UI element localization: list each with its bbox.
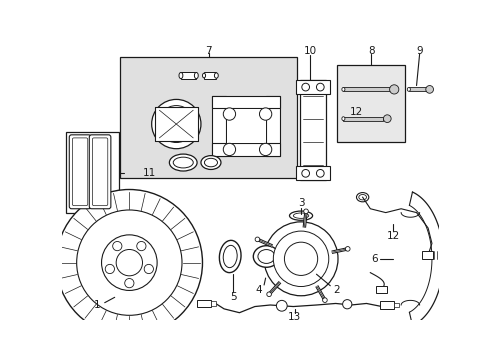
Circle shape	[316, 83, 324, 91]
Circle shape	[303, 209, 308, 213]
Bar	[266, 95, 280, 156]
Bar	[203, 72, 216, 78]
Bar	[408, 87, 425, 91]
Bar	[343, 87, 389, 91]
Ellipse shape	[341, 117, 344, 121]
Bar	[212, 95, 280, 108]
Bar	[181, 72, 196, 78]
Ellipse shape	[173, 157, 193, 168]
Bar	[212, 95, 226, 156]
Text: 4: 4	[255, 285, 262, 294]
Text: 8: 8	[367, 46, 374, 56]
Circle shape	[56, 189, 202, 336]
Circle shape	[383, 115, 390, 122]
Text: 6: 6	[370, 254, 377, 264]
Text: 3: 3	[297, 198, 304, 208]
Ellipse shape	[293, 213, 308, 219]
FancyBboxPatch shape	[89, 135, 111, 209]
Circle shape	[322, 298, 326, 302]
Circle shape	[284, 242, 317, 275]
Circle shape	[316, 170, 324, 177]
Circle shape	[301, 170, 309, 177]
Text: 9: 9	[415, 46, 422, 56]
Ellipse shape	[214, 73, 218, 78]
Circle shape	[158, 105, 194, 143]
Circle shape	[223, 143, 235, 156]
Bar	[337, 65, 404, 142]
Circle shape	[102, 235, 157, 291]
Circle shape	[105, 264, 114, 274]
Text: 10: 10	[303, 46, 316, 56]
Bar	[295, 80, 329, 94]
Bar	[212, 143, 280, 156]
Circle shape	[273, 231, 328, 287]
Circle shape	[116, 249, 142, 276]
Text: 12: 12	[349, 108, 362, 117]
Text: 2: 2	[332, 285, 339, 294]
Text: 13: 13	[287, 311, 301, 321]
Circle shape	[144, 264, 153, 274]
Circle shape	[264, 222, 337, 296]
Circle shape	[301, 83, 309, 91]
Ellipse shape	[194, 72, 198, 78]
Ellipse shape	[289, 211, 312, 220]
Circle shape	[425, 86, 432, 93]
Bar	[421, 251, 432, 259]
Ellipse shape	[341, 87, 344, 91]
Bar	[380, 301, 393, 309]
Ellipse shape	[204, 158, 217, 167]
Circle shape	[276, 300, 286, 311]
Circle shape	[266, 292, 271, 297]
Ellipse shape	[223, 246, 237, 267]
Circle shape	[259, 143, 271, 156]
Ellipse shape	[219, 240, 241, 273]
Bar	[299, 80, 326, 180]
Ellipse shape	[201, 156, 221, 170]
Ellipse shape	[202, 73, 205, 78]
Circle shape	[112, 242, 122, 251]
Ellipse shape	[407, 87, 409, 91]
Circle shape	[345, 247, 349, 251]
Text: 7: 7	[205, 46, 211, 56]
Circle shape	[151, 99, 201, 149]
Circle shape	[259, 108, 271, 120]
Bar	[375, 286, 386, 293]
Bar	[226, 108, 266, 143]
Text: 11: 11	[142, 167, 156, 177]
Bar	[120, 57, 297, 178]
Text: 12: 12	[386, 231, 399, 241]
Ellipse shape	[358, 194, 366, 200]
Text: 1: 1	[94, 300, 100, 310]
Ellipse shape	[169, 154, 197, 171]
Text: 5: 5	[229, 292, 236, 302]
Circle shape	[342, 300, 351, 309]
Bar	[210, 301, 215, 306]
Circle shape	[389, 85, 398, 94]
Bar	[197, 300, 210, 307]
Bar	[343, 117, 383, 121]
Bar	[393, 303, 398, 307]
Bar	[66, 132, 118, 213]
Circle shape	[77, 210, 182, 315]
Ellipse shape	[253, 246, 279, 267]
Circle shape	[223, 108, 235, 120]
Circle shape	[137, 242, 146, 251]
Circle shape	[255, 237, 259, 242]
Ellipse shape	[356, 193, 368, 202]
Bar	[154, 107, 198, 141]
FancyBboxPatch shape	[69, 135, 91, 209]
Ellipse shape	[257, 249, 274, 264]
Ellipse shape	[179, 72, 183, 78]
Bar	[295, 166, 329, 180]
Circle shape	[124, 279, 134, 288]
